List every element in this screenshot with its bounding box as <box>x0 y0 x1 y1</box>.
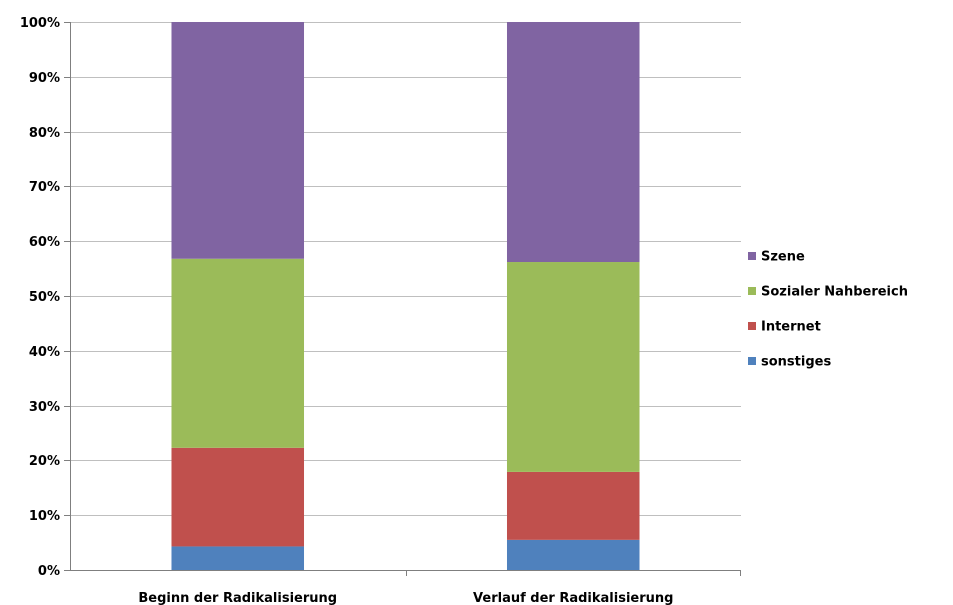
bar-segment-internet <box>506 471 640 540</box>
bar-segment-sonstiges <box>506 539 640 570</box>
bar-segment-internet <box>171 447 305 547</box>
axes <box>64 22 741 576</box>
legend-swatch <box>748 252 756 260</box>
bar-segment-sozialer-nahbereich <box>506 262 640 472</box>
legend-label: Szene <box>761 250 805 265</box>
bar-segment-sonstiges <box>171 546 305 570</box>
legend: Szene Sozialer Nahbereich Internet sonstige… <box>748 250 908 370</box>
x-category-label: Beginn der Radikalisierung <box>138 591 337 605</box>
y-tick-labels: 0% 10% 20% 30% 40% 50% 60% 70% 80% 90% 100% <box>20 16 60 579</box>
y-tick-label: 20% <box>29 454 60 469</box>
bar-segment-szene <box>171 22 305 259</box>
y-tick-label: 60% <box>29 235 60 250</box>
y-tick-label: 100% <box>20 16 60 31</box>
y-tick-label: 10% <box>29 509 60 524</box>
x-category-label: Verlauf der Radikalisierung <box>473 591 673 605</box>
x-category-labels: Beginn der Radikalisierung Verlauf der Ra… <box>138 591 673 605</box>
legend-label: sonstiges <box>761 355 831 370</box>
bars <box>171 22 640 570</box>
y-tick-label: 90% <box>29 71 60 86</box>
y-tick-label: 30% <box>29 400 60 415</box>
y-tick-label: 0% <box>38 564 60 579</box>
legend-swatch <box>748 357 756 365</box>
gridlines <box>70 22 741 571</box>
legend-swatch <box>748 287 756 295</box>
bar-segment-sozialer-nahbereich <box>171 258 305 448</box>
y-tick-label: 40% <box>29 345 60 360</box>
legend-label: Internet <box>761 320 821 335</box>
y-tick-label: 50% <box>29 290 60 305</box>
y-tick-label: 80% <box>29 126 60 141</box>
legend-swatch <box>748 322 756 330</box>
legend-label: Sozialer Nahbereich <box>761 285 908 300</box>
y-tick-label: 70% <box>29 180 60 195</box>
bar-segment-szene <box>506 22 640 263</box>
